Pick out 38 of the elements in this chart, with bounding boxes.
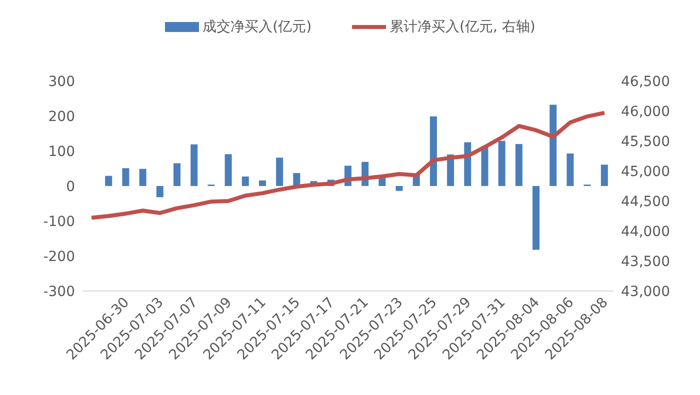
y-tick-label: 300 — [48, 74, 75, 90]
y-tick-label: -200 — [43, 248, 75, 265]
bar — [532, 186, 540, 250]
y2-tick-label: 43,500 — [621, 254, 670, 270]
y2-tick-label: 44,000 — [621, 224, 670, 240]
y2-tick-label: 43,000 — [621, 284, 670, 300]
bar — [600, 164, 608, 186]
bar — [122, 168, 130, 186]
bar — [566, 153, 574, 186]
bar — [258, 180, 266, 186]
y2-tick-label: 46,500 — [621, 74, 670, 90]
bar — [156, 186, 164, 198]
bar — [396, 186, 403, 191]
y-tick-label: -100 — [43, 214, 75, 230]
y-tick-label: 200 — [48, 108, 75, 125]
y2-tick-label: 46,000 — [621, 104, 670, 120]
legend-label: 累计净买入(亿元, 右轴) — [390, 18, 536, 36]
bar — [105, 176, 112, 186]
y-tick-label: 0 — [66, 178, 75, 195]
bar — [139, 168, 146, 186]
y2-tick-label: 44,500 — [621, 194, 670, 210]
bar — [550, 104, 557, 186]
bar — [190, 144, 198, 186]
bar — [464, 142, 472, 186]
y-tick-label: 100 — [48, 144, 75, 160]
bar — [515, 144, 522, 186]
y-tick-label: -300 — [43, 284, 75, 300]
bar — [430, 116, 437, 186]
bar — [498, 140, 506, 186]
bar — [276, 158, 284, 186]
bar — [242, 176, 249, 186]
bar — [224, 154, 232, 186]
y2-tick-label: 45,000 — [621, 164, 670, 180]
y2-tick-label: 45,500 — [621, 134, 670, 150]
bar — [173, 163, 180, 186]
legend-label: 成交净买入(亿元) — [202, 18, 312, 36]
line-series — [90, 110, 606, 220]
bar — [481, 146, 488, 186]
